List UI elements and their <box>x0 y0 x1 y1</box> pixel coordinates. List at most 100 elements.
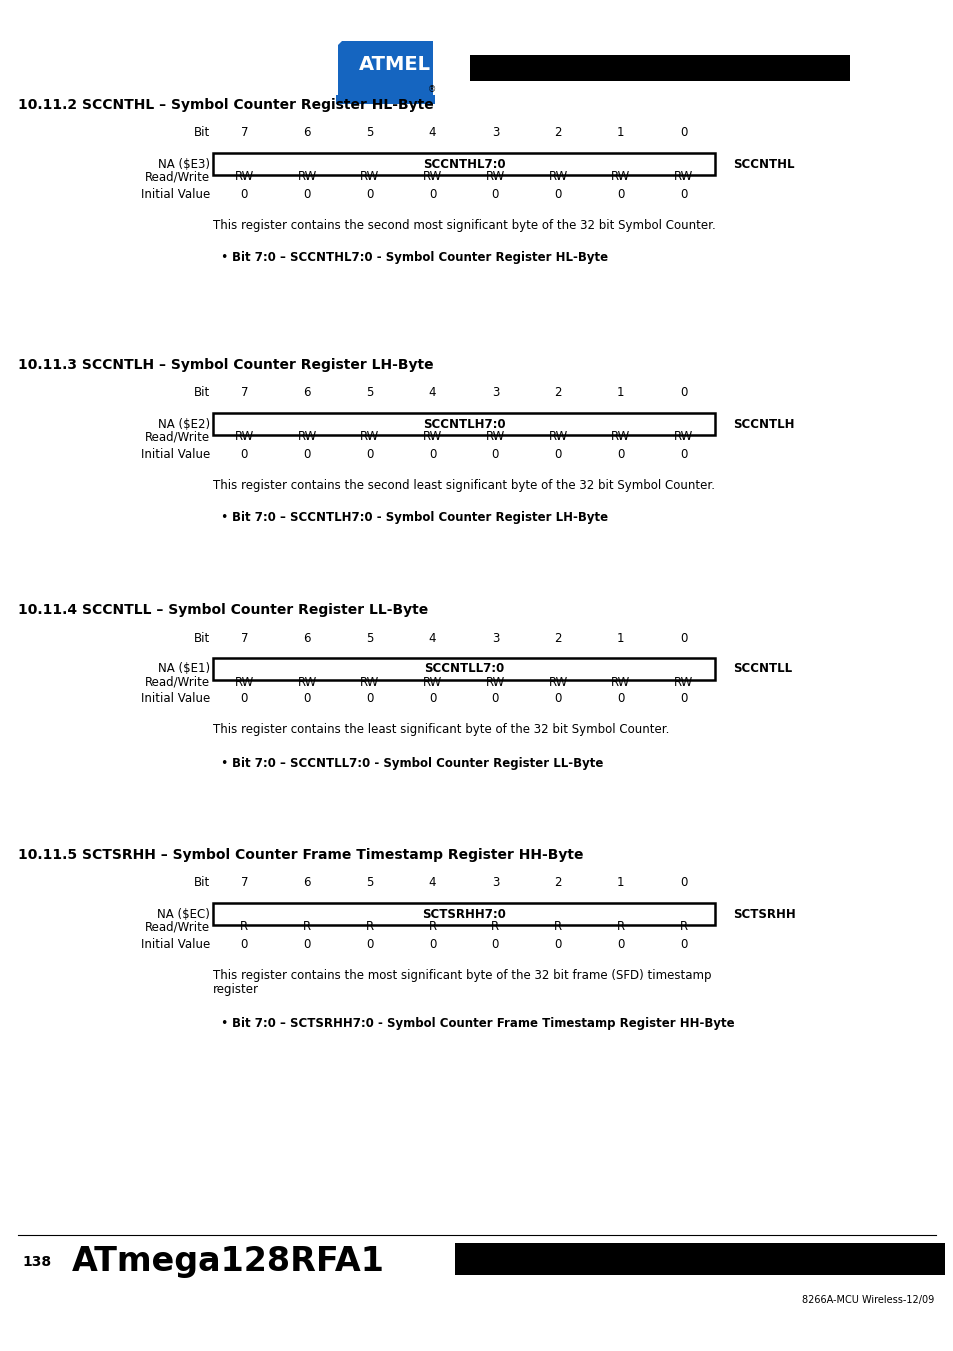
Text: 4: 4 <box>429 386 436 400</box>
Text: 6: 6 <box>303 386 311 400</box>
Text: 7: 7 <box>240 386 248 400</box>
Text: RW: RW <box>234 170 253 184</box>
Text: Bit 7:0 – SCTSRHH7:0 - Symbol Counter Frame Timestamp Register HH-Byte: Bit 7:0 – SCTSRHH7:0 - Symbol Counter Fr… <box>232 1017 734 1031</box>
Text: Bit: Bit <box>193 386 210 400</box>
Text: 6: 6 <box>303 877 311 889</box>
Bar <box>213 153 714 176</box>
Text: RW: RW <box>611 676 630 689</box>
Text: Read/Write: Read/Write <box>145 676 210 689</box>
Text: 0: 0 <box>303 447 311 461</box>
Text: 7: 7 <box>240 877 248 889</box>
Text: 0: 0 <box>679 693 686 705</box>
Text: 10.11.3 SCCNTLH – Symbol Counter Register LH-Byte: 10.11.3 SCCNTLH – Symbol Counter Registe… <box>18 358 434 372</box>
Text: Bit: Bit <box>193 877 210 889</box>
Text: ATMEL: ATMEL <box>358 55 431 74</box>
Text: 5: 5 <box>366 877 374 889</box>
Text: RW: RW <box>673 170 693 184</box>
Text: 7: 7 <box>240 631 248 644</box>
Text: RW: RW <box>360 676 379 689</box>
Text: RW: RW <box>234 676 253 689</box>
Text: 0: 0 <box>240 938 248 951</box>
Text: 0: 0 <box>366 447 374 461</box>
Text: RW: RW <box>422 170 442 184</box>
Bar <box>213 413 714 435</box>
Text: •: • <box>220 1017 227 1031</box>
Text: RW: RW <box>297 431 316 443</box>
Text: 0: 0 <box>491 447 498 461</box>
Text: 3: 3 <box>491 127 498 139</box>
Text: Bit: Bit <box>193 631 210 644</box>
Text: 0: 0 <box>491 188 498 200</box>
Text: 0: 0 <box>491 693 498 705</box>
Text: Read/Write: Read/Write <box>145 920 210 934</box>
Text: R: R <box>240 920 248 934</box>
Text: 5: 5 <box>366 631 374 644</box>
Text: 10.11.5 SCTSRHH – Symbol Counter Frame Timestamp Register HH-Byte: 10.11.5 SCTSRHH – Symbol Counter Frame T… <box>18 848 583 862</box>
Text: This register contains the second least significant byte of the 32 bit Symbol Co: This register contains the second least … <box>213 478 714 492</box>
Text: This register contains the least significant byte of the 32 bit Symbol Counter.: This register contains the least signifi… <box>213 724 669 736</box>
Text: Initial Value: Initial Value <box>141 938 210 951</box>
Text: 0: 0 <box>366 693 374 705</box>
Text: 7: 7 <box>240 127 248 139</box>
Text: 4: 4 <box>429 127 436 139</box>
Text: SCCNTLL7:0: SCCNTLL7:0 <box>423 662 503 676</box>
Text: 3: 3 <box>491 386 498 400</box>
Text: ATmega128RFA1: ATmega128RFA1 <box>71 1246 384 1278</box>
Text: 0: 0 <box>554 938 561 951</box>
Text: SCCNTHL: SCCNTHL <box>732 158 794 170</box>
Text: RW: RW <box>673 676 693 689</box>
Text: NA ($EC): NA ($EC) <box>157 908 210 920</box>
Text: 1: 1 <box>617 631 624 644</box>
Text: •: • <box>220 251 227 265</box>
Text: 0: 0 <box>554 447 561 461</box>
Text: RW: RW <box>422 676 442 689</box>
Text: NA ($E3): NA ($E3) <box>158 158 210 170</box>
Text: 3: 3 <box>491 631 498 644</box>
Text: 6: 6 <box>303 631 311 644</box>
Text: 1: 1 <box>617 386 624 400</box>
Text: 0: 0 <box>429 188 436 200</box>
Text: •: • <box>220 757 227 770</box>
Text: 0: 0 <box>679 631 686 644</box>
Text: 10.11.2 SCCNTHL – Symbol Counter Register HL-Byte: 10.11.2 SCCNTHL – Symbol Counter Registe… <box>18 99 434 112</box>
Text: R: R <box>679 920 687 934</box>
Bar <box>213 902 714 925</box>
Text: 6: 6 <box>303 127 311 139</box>
Text: Read/Write: Read/Write <box>145 431 210 443</box>
Bar <box>470 55 849 81</box>
Polygon shape <box>337 28 355 45</box>
Text: 0: 0 <box>240 188 248 200</box>
Text: NA ($E2): NA ($E2) <box>157 417 210 431</box>
Text: Bit: Bit <box>193 127 210 139</box>
Text: RW: RW <box>485 676 504 689</box>
Text: ®: ® <box>428 85 436 95</box>
Text: 0: 0 <box>554 693 561 705</box>
Text: 10.11.4 SCCNTLL – Symbol Counter Register LL-Byte: 10.11.4 SCCNTLL – Symbol Counter Registe… <box>18 603 428 617</box>
Text: 0: 0 <box>617 938 624 951</box>
Text: 5: 5 <box>366 386 374 400</box>
Text: SCCNTLL: SCCNTLL <box>732 662 791 676</box>
Bar <box>335 95 435 104</box>
Text: 0: 0 <box>679 447 686 461</box>
Text: 0: 0 <box>679 877 686 889</box>
Text: RW: RW <box>234 431 253 443</box>
Text: Bit 7:0 – SCCNTHL7:0 - Symbol Counter Register HL-Byte: Bit 7:0 – SCCNTHL7:0 - Symbol Counter Re… <box>232 251 607 265</box>
Text: R: R <box>554 920 561 934</box>
Text: Initial Value: Initial Value <box>141 188 210 200</box>
Text: 0: 0 <box>679 188 686 200</box>
Text: Bit 7:0 – SCCNTLL7:0 - Symbol Counter Register LL-Byte: Bit 7:0 – SCCNTLL7:0 - Symbol Counter Re… <box>232 757 602 770</box>
Text: R: R <box>303 920 311 934</box>
Text: NA ($E1): NA ($E1) <box>157 662 210 676</box>
Text: RW: RW <box>611 170 630 184</box>
Text: 0: 0 <box>679 386 686 400</box>
Text: SCCNTLH: SCCNTLH <box>732 417 794 431</box>
Text: 0: 0 <box>617 188 624 200</box>
Text: RW: RW <box>673 431 693 443</box>
Bar <box>337 41 433 96</box>
Text: 0: 0 <box>429 938 436 951</box>
Text: Bit 7:0 – SCCNTLH7:0 - Symbol Counter Register LH-Byte: Bit 7:0 – SCCNTLH7:0 - Symbol Counter Re… <box>232 512 607 524</box>
Text: This register contains the most significant byte of the 32 bit frame (SFD) times: This register contains the most signific… <box>213 969 711 981</box>
Text: 2: 2 <box>554 631 561 644</box>
Text: Read/Write: Read/Write <box>145 170 210 184</box>
Text: R: R <box>365 920 374 934</box>
